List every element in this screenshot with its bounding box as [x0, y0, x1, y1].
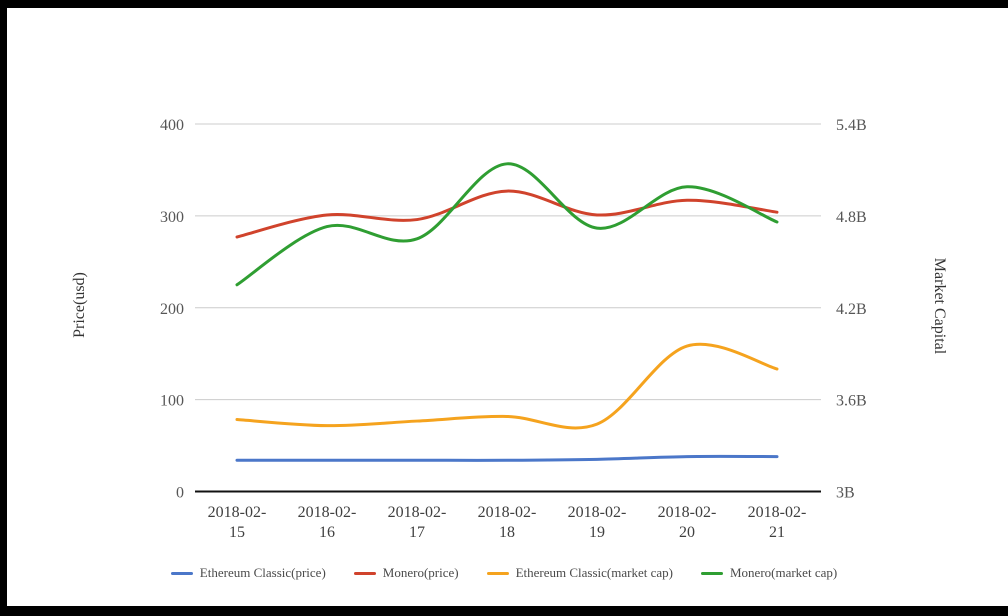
y2-axis-tick-label: 3.6B [836, 393, 867, 410]
y-axis-title: Price(usd) [71, 272, 88, 338]
series-line-monero-market-cap [235, 162, 779, 287]
legend-swatch [486, 571, 509, 575]
y-axis-tick-label: 100 [160, 393, 184, 410]
x-axis-tick-label: 2018-02-21 [748, 504, 807, 541]
frame-border-top [0, 0, 1008, 8]
x-axis-tick-label: 2018-02-15 [208, 504, 267, 541]
y-axis-tick-label: 0 [176, 485, 184, 502]
x-axis-tick-label: 2018-02-18 [478, 504, 537, 541]
legend-swatch [700, 571, 723, 575]
legend-label: Ethereum Classic(market cap) [515, 565, 673, 580]
y2-axis-tick-label: 3B [836, 485, 855, 502]
y2-axis-tick-label: 5.4B [836, 117, 867, 134]
y-axis-tick-label: 400 [160, 117, 184, 134]
y2-axis-title: Market Capital [931, 257, 948, 355]
series-line-ethereum-classic-price [235, 454, 779, 462]
legend-label: Ethereum Classic(price) [199, 565, 326, 580]
y2-axis-tick-label: 4.2B [836, 301, 867, 318]
series-line-monero-price [235, 189, 779, 239]
legend-label: Monero(market cap) [729, 565, 838, 580]
series-line-ethereum-classic-market-cap [235, 342, 779, 430]
legend-label: Monero(price) [382, 565, 459, 580]
legend: Ethereum Classic(price) Monero(price) Ethe… [0, 565, 1008, 581]
y-axis-tick-label: 300 [160, 209, 184, 226]
x-axis-tick-label: 2018-02-19 [568, 504, 627, 541]
legend-item[interactable]: Ethereum Classic(price) [170, 565, 326, 581]
legend-swatch [170, 571, 193, 575]
y2-axis-tick-label: 4.8B [836, 209, 867, 226]
frame-border-bottom [0, 606, 1008, 616]
legend-item[interactable]: Ethereum Classic(market cap) [486, 565, 673, 581]
legend-swatch [353, 571, 376, 575]
frame-border-left [0, 0, 7, 616]
legend-item[interactable]: Monero(price) [353, 565, 459, 581]
x-axis-tick-label: 2018-02-16 [298, 504, 357, 541]
y-axis-tick-label: 200 [160, 301, 184, 318]
x-axis-tick-label: 2018-02-17 [388, 504, 447, 541]
legend-item[interactable]: Monero(market cap) [700, 565, 838, 581]
x-axis-tick-label: 2018-02-20 [658, 504, 717, 541]
